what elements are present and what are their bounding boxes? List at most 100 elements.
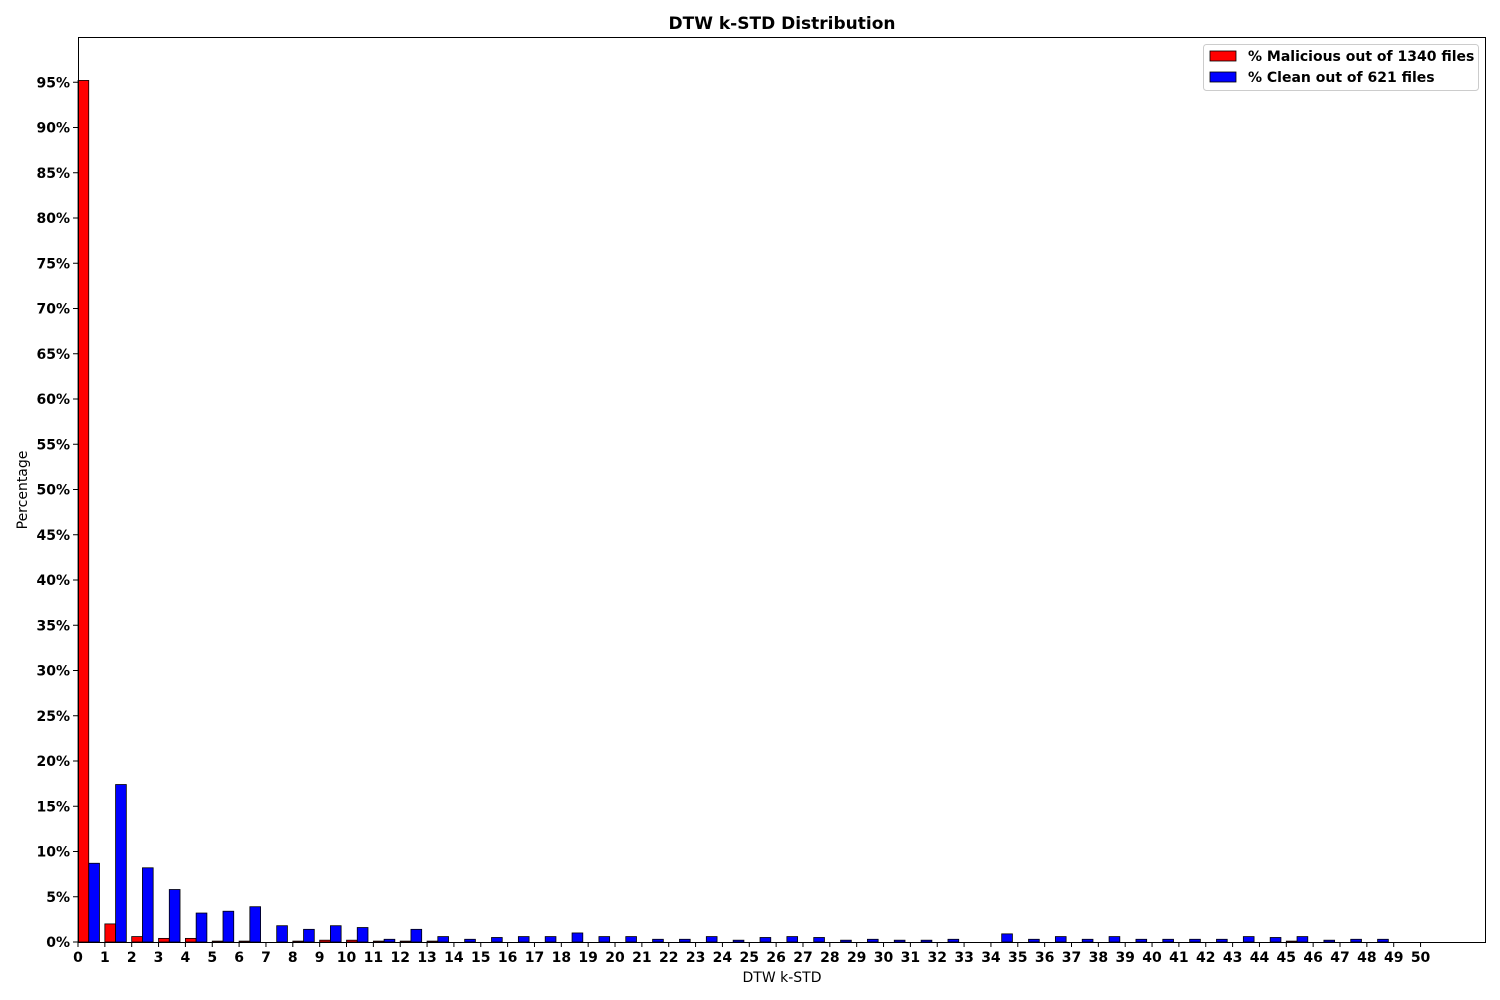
- bar-clean-17: [544, 936, 557, 943]
- bar-clean-19: [598, 936, 611, 943]
- bar-malicious-10: [346, 939, 358, 943]
- bar-clean-6: [249, 906, 261, 943]
- y-tick-label-50: 50%: [36, 483, 70, 499]
- bar-clean-3: [168, 889, 181, 943]
- x-tick-label-30: 30: [874, 950, 894, 966]
- bar-clean-28: [840, 939, 852, 943]
- x-tick-label-42: 42: [1196, 950, 1215, 966]
- x-tick-label-24: 24: [713, 950, 733, 966]
- x-tick-label-44: 44: [1250, 950, 1270, 966]
- y-tick-label-70: 70%: [36, 302, 70, 318]
- y-tick-label-15: 15%: [36, 799, 70, 815]
- chart-title: DTW k-STD Distribution: [668, 14, 895, 34]
- x-tick-label-2: 2: [127, 950, 137, 966]
- bar-malicious-0: [77, 80, 90, 943]
- bar-clean-16: [517, 936, 530, 943]
- x-tick-label-3: 3: [154, 950, 164, 966]
- x-tick-label-43: 43: [1223, 950, 1242, 966]
- x-tick-label-12: 12: [390, 950, 409, 966]
- bar-malicious-9: [319, 939, 331, 943]
- bar-clean-35: [1028, 938, 1040, 943]
- bar-malicious-4: [184, 937, 197, 943]
- y-tick-label-75: 75%: [36, 256, 70, 272]
- bar-malicious-6: [238, 940, 251, 943]
- bar-clean-0: [88, 862, 100, 943]
- x-tick-label-5: 5: [207, 950, 217, 966]
- x-tick-label-38: 38: [1089, 950, 1108, 966]
- bar-clean-40: [1162, 938, 1174, 943]
- x-tick-label-35: 35: [1008, 950, 1027, 966]
- x-tick-label-50: 50: [1411, 950, 1431, 966]
- x-tick-label-19: 19: [578, 950, 597, 966]
- x-tick-label-28: 28: [820, 950, 839, 966]
- bar-clean-42: [1216, 938, 1228, 943]
- x-tick-label-32: 32: [927, 950, 946, 966]
- x-tick-label-48: 48: [1357, 950, 1376, 966]
- bar-malicious-5: [211, 940, 224, 943]
- y-axis: 0% 5% 10% 15% 20% 25% 30% 35% 40% 45% 50% 55% 60% 65%…: [36, 75, 78, 951]
- bar-clean-24: [732, 939, 745, 943]
- bar-clean-11: [383, 938, 396, 943]
- x-tick-label-7: 7: [261, 950, 271, 966]
- x-tick-label-13: 13: [417, 950, 436, 966]
- bar-clean-38: [1108, 936, 1121, 943]
- x-tick-label-23: 23: [686, 950, 705, 966]
- bar-clean-23: [705, 936, 718, 943]
- bar-malicious-12: [399, 940, 412, 943]
- bar-clean-25: [759, 937, 772, 943]
- y-tick-label-0: 0%: [46, 935, 70, 951]
- y-tick-label-30: 30%: [36, 664, 70, 680]
- x-tick-label-45: 45: [1277, 950, 1296, 966]
- bar-clean-46: [1323, 939, 1336, 943]
- x-tick-label-34: 34: [981, 950, 1001, 966]
- bar-clean-20: [625, 936, 637, 943]
- y-tick-label-60: 60%: [36, 392, 70, 408]
- bar-clean-4: [195, 912, 208, 943]
- x-tick-label-37: 37: [1062, 950, 1081, 966]
- bar-clean-47: [1350, 938, 1362, 943]
- bar-clean-14: [464, 938, 476, 943]
- x-tick-label-15: 15: [471, 950, 490, 966]
- legend-frame: [1203, 44, 1479, 91]
- y-tick-label-95: 95%: [36, 75, 70, 91]
- bar-clean-41: [1189, 938, 1201, 943]
- x-axis: 0 1 2 3 4 5 6 7 8 9 10 11 12 13 14 15 16 17 18 19 20 21 22 23 24…: [73, 942, 1431, 966]
- bar-clean-5: [222, 910, 235, 943]
- y-axis-label: Percentage: [15, 451, 31, 530]
- legend-swatch-malicious: [1209, 50, 1237, 62]
- bar-clean-12: [410, 928, 423, 943]
- x-tick-label-20: 20: [605, 950, 625, 966]
- legend-label-clean: % Clean out of 621 files: [1248, 70, 1435, 86]
- plot-frame: [78, 37, 1486, 943]
- bar-clean-13: [437, 936, 449, 943]
- bar-clean-31: [920, 939, 933, 943]
- y-tick-label-80: 80%: [36, 211, 70, 227]
- x-tick-label-29: 29: [847, 950, 866, 966]
- x-tick-label-8: 8: [288, 950, 298, 966]
- bar-clean-21: [652, 938, 664, 943]
- x-tick-label-33: 33: [954, 950, 973, 966]
- x-tick-label-6: 6: [234, 950, 244, 966]
- bar-malicious-2: [131, 936, 143, 943]
- x-axis-label: DTW k-STD: [742, 970, 821, 986]
- y-tick-label-45: 45%: [36, 528, 70, 544]
- bar-malicious-3: [158, 937, 170, 943]
- bar-clean-39: [1135, 938, 1148, 943]
- x-tick-label-1: 1: [100, 950, 110, 966]
- bar-malicious-13: [426, 940, 439, 943]
- x-tick-label-17: 17: [525, 950, 544, 966]
- x-tick-label-21: 21: [632, 950, 651, 966]
- x-tick-label-14: 14: [444, 950, 464, 966]
- x-tick-label-31: 31: [901, 950, 920, 966]
- bar-malicious-8: [292, 940, 304, 943]
- y-tick-label-25: 25%: [36, 709, 70, 725]
- bar-clean-10: [356, 927, 369, 943]
- bar-clean-15: [491, 937, 503, 943]
- x-tick-label-41: 41: [1169, 950, 1188, 966]
- x-tick-label-22: 22: [659, 950, 678, 966]
- bar-malicious-1: [104, 923, 116, 943]
- x-tick-label-40: 40: [1142, 950, 1162, 966]
- y-tick-label-85: 85%: [36, 166, 70, 182]
- x-tick-label-26: 26: [766, 950, 785, 966]
- bar-clean-1: [115, 784, 127, 943]
